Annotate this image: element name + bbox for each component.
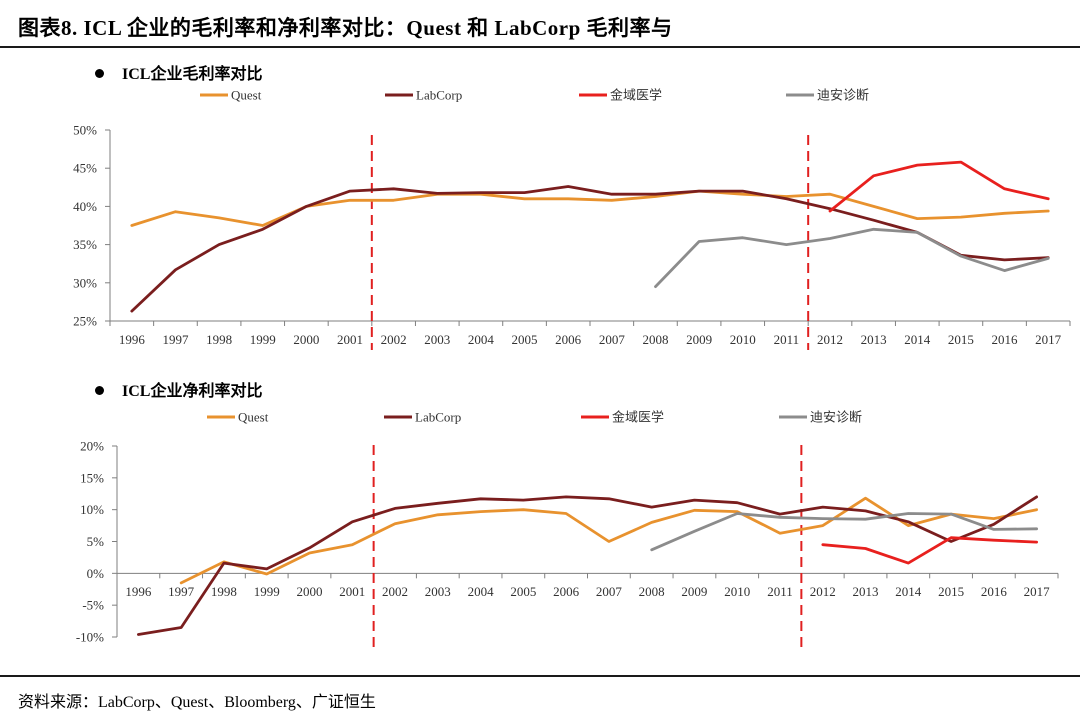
y-tick-label: 15% bbox=[80, 470, 104, 485]
y-tick-label: 50% bbox=[73, 123, 97, 138]
bullet-icon bbox=[95, 385, 104, 395]
x-tick-label: 2008 bbox=[642, 332, 668, 347]
x-tick-label: 1999 bbox=[254, 584, 280, 599]
x-tick-label: 2014 bbox=[904, 332, 931, 347]
x-tick-label: 2012 bbox=[810, 584, 836, 599]
y-tick-label: 45% bbox=[73, 161, 97, 176]
x-tick-label: 2004 bbox=[468, 584, 495, 599]
gross-margin-chart: 25% 30% 35% 40% 45% 50% 1996 1997 1998 1999 2000 20… bbox=[73, 88, 1071, 350]
x-tick-label: 1996 bbox=[119, 332, 146, 347]
legend-label-labcorp: LabCorp bbox=[415, 410, 461, 425]
x-tick-label: 2002 bbox=[381, 332, 407, 347]
x-tick-label: 2013 bbox=[861, 332, 887, 347]
panel-title-net-margin: ICL企业净利率对比 bbox=[95, 377, 262, 401]
series-line-labcorp bbox=[137, 495, 1038, 636]
x-tick-label: 2007 bbox=[596, 584, 623, 599]
x-tick-label: 2004 bbox=[468, 332, 495, 347]
x-tick-label: 2011 bbox=[774, 332, 800, 347]
series-line-quest bbox=[130, 189, 1050, 227]
x-tick-label: 2012 bbox=[817, 332, 843, 347]
x-tick-label: 2017 bbox=[1035, 332, 1062, 347]
panel-title-text: ICL企业毛利率对比 bbox=[122, 66, 263, 83]
x-tick-label: 1998 bbox=[206, 332, 232, 347]
legend-label-labcorp: LabCorp bbox=[416, 88, 462, 103]
series-line-quest bbox=[179, 496, 1038, 585]
series-line-dian bbox=[650, 512, 1038, 552]
x-tick-label: 2005 bbox=[512, 332, 538, 347]
x-tick-label: 2009 bbox=[686, 332, 712, 347]
net-margin-chart: -10% -5% 0% 5% 10% 15% 20% 1996 1997 1998 1999 2000… bbox=[76, 410, 1059, 648]
figure-title: 图表8. ICL 企业的毛利率和净利率对比：Quest 和 LabCorp 毛利… bbox=[18, 16, 673, 40]
legend-label-dian: 迪安诊断 bbox=[817, 88, 869, 103]
y-tick-label: 25% bbox=[73, 314, 97, 329]
x-tick-label: 2005 bbox=[510, 584, 536, 599]
x-tick-label: 2015 bbox=[948, 332, 974, 347]
x-tick-label: 2017 bbox=[1024, 584, 1051, 599]
x-tick-label: 2015 bbox=[938, 584, 964, 599]
x-tick-label: 2010 bbox=[724, 584, 750, 599]
x-tick-label: 1996 bbox=[125, 584, 152, 599]
x-tick-label: 2006 bbox=[555, 332, 582, 347]
x-tick-label: 2016 bbox=[981, 584, 1008, 599]
series-line-dian bbox=[654, 227, 1050, 288]
series-line-kingmed bbox=[828, 160, 1050, 213]
y-tick-label: -5% bbox=[82, 598, 104, 613]
legend-label-quest: Quest bbox=[238, 410, 269, 425]
bullet-icon bbox=[95, 68, 104, 78]
x-tick-label: 2008 bbox=[639, 584, 665, 599]
x-tick-label: 2009 bbox=[681, 584, 707, 599]
figure-header: 图表8. ICL 企业的毛利率和净利率对比：Quest 和 LabCorp 毛利… bbox=[0, 0, 1080, 48]
series-line-kingmed bbox=[821, 536, 1038, 565]
legend-label-quest: Quest bbox=[231, 88, 262, 103]
x-tick-label: 2000 bbox=[296, 584, 322, 599]
panel-title-text: ICL企业净利率对比 bbox=[122, 383, 263, 400]
y-tick-label: 5% bbox=[87, 534, 105, 549]
x-tick-label: 2000 bbox=[293, 332, 319, 347]
x-tick-label: 2013 bbox=[853, 584, 879, 599]
x-tick-label: 2003 bbox=[425, 584, 451, 599]
x-tick-label: 2001 bbox=[337, 332, 363, 347]
legend-label-dian: 迪安诊断 bbox=[810, 410, 862, 425]
x-tick-label: 1999 bbox=[250, 332, 276, 347]
x-tick-label: 1998 bbox=[211, 584, 237, 599]
x-tick-label: 2010 bbox=[730, 332, 756, 347]
figure-source: 资料来源：LabCorp、Quest、Bloomberg、广证恒生 bbox=[18, 694, 376, 711]
y-tick-label: 10% bbox=[80, 502, 104, 517]
x-tick-label: 2011 bbox=[767, 584, 793, 599]
legend-label-kingmed: 金域医学 bbox=[610, 88, 662, 103]
panel-title-gross-margin: ICL企业毛利率对比 bbox=[95, 60, 262, 84]
x-tick-label: 2016 bbox=[992, 332, 1019, 347]
figure-footer: 资料来源：LabCorp、Quest、Bloomberg、广证恒生 bbox=[0, 675, 1080, 715]
x-tick-label: 1997 bbox=[168, 584, 195, 599]
y-tick-label: 20% bbox=[80, 439, 104, 454]
x-tick-label: 2006 bbox=[553, 584, 580, 599]
x-tick-label: 2002 bbox=[382, 584, 408, 599]
x-tick-label: 1997 bbox=[162, 332, 189, 347]
y-tick-label: 35% bbox=[73, 237, 97, 252]
x-tick-label: 2001 bbox=[339, 584, 365, 599]
y-tick-label: 0% bbox=[87, 566, 105, 581]
x-tick-label: 2014 bbox=[895, 584, 922, 599]
y-tick-label: -10% bbox=[76, 630, 104, 645]
x-tick-label: 2003 bbox=[424, 332, 450, 347]
legend-label-kingmed: 金域医学 bbox=[612, 410, 664, 425]
y-tick-label: 40% bbox=[73, 199, 97, 214]
x-tick-label: 2007 bbox=[599, 332, 626, 347]
series-line-labcorp bbox=[130, 185, 1050, 313]
y-tick-label: 30% bbox=[73, 275, 97, 290]
